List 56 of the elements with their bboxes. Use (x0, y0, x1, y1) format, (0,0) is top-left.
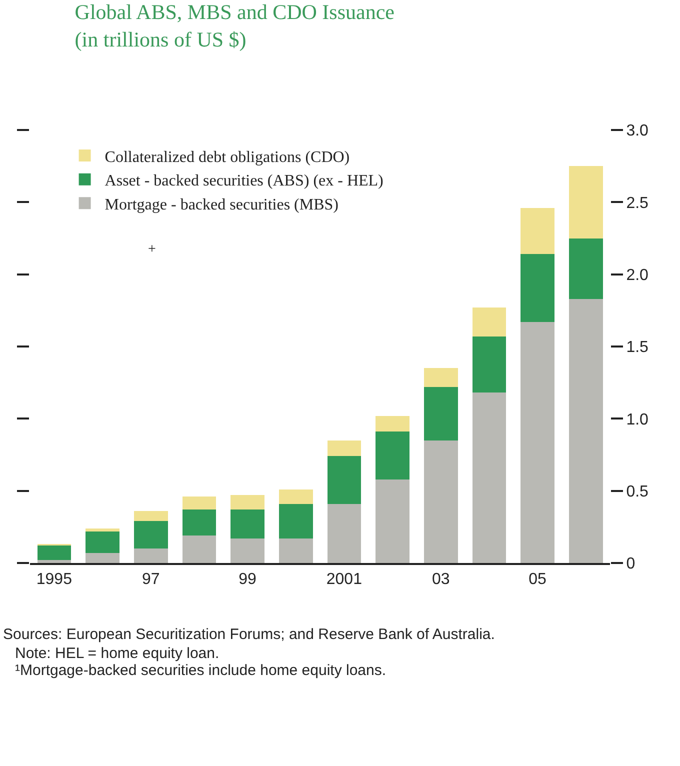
bar (568, 238, 603, 299)
bar (230, 495, 264, 510)
bar (278, 489, 313, 504)
bar (376, 479, 410, 563)
x-tick-label: 2001 (326, 571, 362, 588)
bar (230, 538, 264, 563)
bar (278, 504, 313, 538)
bar (424, 386, 458, 440)
bar (182, 510, 216, 536)
y-tick-label: 3.0 (626, 122, 649, 140)
bar (134, 511, 168, 522)
y-tick-label: 1.5 (626, 339, 649, 356)
y-tick-label: 2.5 (626, 194, 649, 212)
bar (37, 560, 72, 563)
bar (86, 528, 120, 532)
bar (472, 392, 506, 563)
annotation: + (148, 242, 156, 257)
x-tick-label: 05 (528, 571, 546, 588)
source-note: Sources: European Securitization Forums; and Reserve Bank of Australia. (3, 626, 495, 643)
bar (327, 504, 362, 563)
text: ¹Mortgage-backed securities include home equity loans. (15, 662, 386, 679)
x-tick-label: 03 (432, 571, 450, 588)
y-tick-label: 2.0 (626, 266, 649, 284)
bar (230, 510, 264, 538)
x-tick-label: 1995 (36, 571, 72, 588)
bar (134, 521, 168, 549)
y-tick-label: 0.5 (626, 483, 649, 500)
bar (327, 440, 362, 456)
legend-label: Asset - backed securities (ABS) (ex - HEL) (104, 172, 384, 190)
bar (86, 552, 120, 563)
bar (134, 548, 168, 563)
bar (520, 208, 554, 254)
chart-title: Global ABS, MBS and CDO Issuance (in trillions of US $) (74, 0, 394, 52)
text: Note: HEL = home equity loan. (15, 645, 220, 662)
legend-label: Mortgage - backed securities (MBS) (104, 196, 339, 214)
bar (182, 496, 216, 510)
legend-label: Collateralized debt obligations (CDO) (104, 148, 350, 166)
x-tick-label: 97 (142, 571, 160, 588)
x-tick-label: 99 (238, 571, 256, 588)
bar (37, 546, 72, 560)
bar (472, 308, 506, 336)
bar (278, 538, 313, 563)
bar (472, 336, 506, 393)
bar (424, 440, 458, 563)
bar (568, 166, 603, 238)
bar (520, 322, 554, 563)
y-tick-label: 1.0 (626, 411, 649, 428)
bar (327, 456, 362, 504)
y-tick-label: 0 (626, 556, 636, 573)
bar (376, 416, 410, 432)
bar (424, 368, 458, 387)
bar (86, 531, 120, 553)
bar (568, 298, 603, 563)
bar (520, 254, 554, 322)
bar (182, 536, 216, 563)
bar (376, 432, 410, 480)
